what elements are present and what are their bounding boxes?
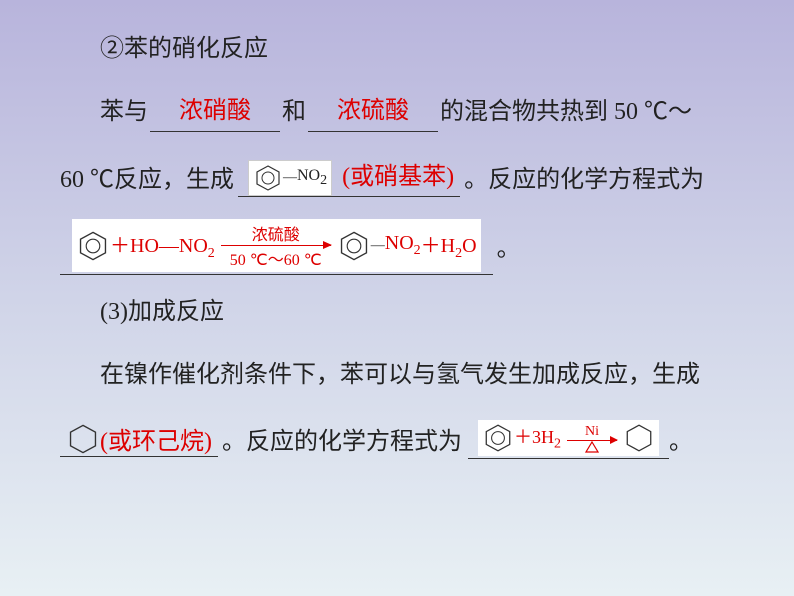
l2-c: 的混合物共热到 50 ℃～ bbox=[440, 93, 692, 131]
line-3: 60 ℃反应，生成 — NO2 (或硝基苯) 。反应的化学方程式为 bbox=[60, 156, 754, 197]
section3-title: (3)加成反应 bbox=[60, 293, 754, 331]
bond: — bbox=[283, 170, 297, 186]
triangle-icon bbox=[585, 441, 599, 453]
nitrobenzene-name: (或硝基苯) bbox=[342, 164, 454, 190]
l2-b: 和 bbox=[282, 93, 306, 131]
eq2-blank: ＋3H2 Ni bbox=[468, 418, 669, 459]
benzene-icon bbox=[482, 422, 514, 454]
blank2-text: 浓硫酸 bbox=[337, 98, 409, 124]
equation-1: ＋HO—NO2 浓硫酸 50 ℃～60 ℃ — NO2 ＋H2O 。 bbox=[60, 215, 754, 275]
l3-b: 。反应的化学方程式为 bbox=[464, 159, 704, 194]
product-blank: — NO2 (或硝基苯) bbox=[238, 156, 460, 197]
eq2-r: ＋3H2 bbox=[514, 423, 561, 453]
line-6: (或环己烷) 。反应的化学方程式为 ＋3H2 Ni 。 bbox=[60, 418, 754, 459]
l2-a: 苯与 bbox=[100, 93, 148, 131]
no2-label: NO2 bbox=[297, 167, 327, 189]
eq1-p1: NO2 bbox=[385, 232, 421, 259]
eq2-top: Ni bbox=[585, 424, 599, 440]
line-2: 苯与 浓硝酸 和 浓硫酸 的混合物共热到 50 ℃～ bbox=[60, 92, 754, 131]
benzene-icon bbox=[76, 229, 110, 263]
period: 。 bbox=[497, 228, 521, 263]
cyclohexane-icon bbox=[623, 422, 655, 454]
cyclohexane-name: (或环己烷) bbox=[100, 421, 212, 456]
period2: 。 bbox=[669, 421, 693, 456]
benzene-icon bbox=[253, 163, 283, 193]
s3-title-text: (3)加成反应 bbox=[100, 293, 224, 331]
nitrobenzene-structure: — NO2 bbox=[248, 160, 332, 196]
arrow-icon bbox=[567, 440, 617, 441]
eq1-bottom: 50 ℃～60 ℃ bbox=[230, 246, 322, 270]
cyclohexane-icon bbox=[66, 422, 100, 456]
title-text: ②苯的硝化反应 bbox=[100, 30, 268, 68]
l6-b: 。反应的化学方程式为 bbox=[222, 421, 462, 456]
cyclohexane-blank: (或环己烷) bbox=[60, 421, 218, 457]
eq2-box: ＋3H2 Ni bbox=[478, 420, 659, 456]
line-5: 在镍作催化剂条件下，苯可以与氢气发生加成反应，生成 bbox=[60, 356, 754, 394]
eq2-arrow-stack: Ni bbox=[567, 424, 617, 453]
benzene-icon bbox=[337, 229, 371, 263]
blank1-text: 浓硝酸 bbox=[179, 98, 251, 124]
eq1-top: 浓硫酸 bbox=[252, 221, 300, 245]
arrow-icon bbox=[221, 245, 331, 246]
title-line: ②苯的硝化反应 bbox=[60, 30, 754, 68]
eq1-arrow-stack: 浓硫酸 50 ℃～60 ℃ bbox=[221, 221, 331, 270]
eq1-blank: ＋HO—NO2 浓硫酸 50 ℃～60 ℃ — NO2 ＋H2O bbox=[60, 215, 493, 275]
eq1-r1: ＋HO—NO2 bbox=[110, 229, 215, 262]
eq1-box: ＋HO—NO2 浓硫酸 50 ℃～60 ℃ — NO2 ＋H2O bbox=[72, 219, 481, 272]
eq1-p2: ＋H2O bbox=[421, 229, 477, 262]
blank-1: 浓硝酸 bbox=[150, 92, 280, 131]
l3-a: 60 ℃反应，生成 bbox=[60, 159, 234, 194]
blank-2: 浓硫酸 bbox=[308, 92, 438, 131]
bond2: — bbox=[371, 238, 385, 254]
l5-text: 在镍作催化剂条件下，苯可以与氢气发生加成反应，生成 bbox=[100, 356, 700, 394]
